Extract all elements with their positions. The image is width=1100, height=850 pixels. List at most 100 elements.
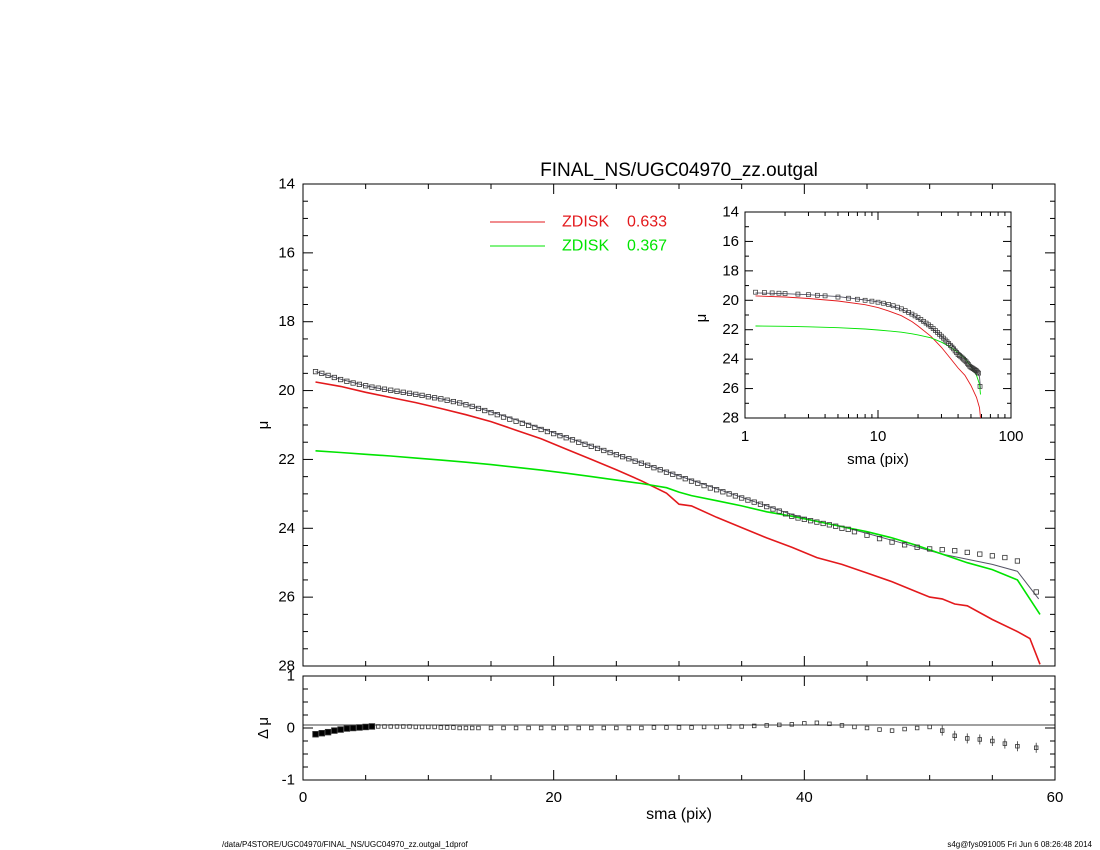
main-data-point [419,392,425,398]
main-data-points [312,369,1039,595]
main-data-point [331,374,337,381]
main-data-point [814,519,820,525]
main-data-point [989,553,995,559]
main-data-point [902,542,908,548]
main-data-point [438,396,444,402]
main-data-point [526,422,532,428]
main-data-point [695,480,701,486]
main-data-point [494,412,500,418]
main-data-point [406,390,413,396]
main-y-tick-label: 18 [278,313,295,330]
inset-panel: 14 16 18 20 22 24 26 28 1 10 100 μ sma (pix) [693,204,1024,469]
residual-data-point [651,725,657,730]
residual-y-axis-label: Δ μ [255,717,272,739]
main-data-point [356,381,363,387]
residual-data-point [469,725,475,731]
residual-data-point [388,724,393,729]
main-data-point [714,487,720,493]
main-data-point [538,426,544,433]
main-y-tick-label: 20 [278,382,295,399]
residual-data-point [1015,744,1020,749]
main-data-point [839,525,845,531]
residual-data-point [752,723,757,729]
main-y-axis-label: μ [255,421,272,430]
residual-data-point [551,725,556,731]
inset-y-axis-label: μ [693,314,710,323]
main-data-point [927,546,933,552]
residual-data-point [639,725,644,731]
footer-path: /data/P4STORE/UGC04970/FINAL_NS/UGC04970… [222,840,468,849]
main-data-point [670,471,676,477]
residual-data-point [877,727,882,732]
residual-data-point [977,737,982,742]
main-data-point [431,395,438,401]
residual-data-point [426,724,431,730]
inset-x-tick-label: 10 [870,428,887,445]
main-data-point [782,511,789,517]
inset-data-point [822,293,828,299]
main-y-tick-labels: 14 16 18 20 22 24 26 28 [278,176,295,675]
main-data-point [557,433,563,439]
main-data-point [651,465,657,471]
residual-data-point [714,724,719,730]
residual-data-point [501,725,506,731]
main-data-point [845,526,851,532]
main-data-point [1033,589,1039,595]
inset-data-point [966,362,971,368]
x-tick-label: 60 [1047,789,1064,806]
main-data-point [757,501,764,507]
inset-data-point [862,297,868,303]
main-data-point [820,520,826,527]
residual-data-point [526,725,531,731]
main-data-point [632,458,638,464]
main-data-point [1002,554,1008,561]
residual-data-point [664,725,669,730]
main-data-point [582,441,588,447]
main-y-tick-label: 14 [278,176,295,193]
inset-data-point [806,292,811,298]
inset-data-point [958,354,964,360]
main-data-point [663,469,670,475]
inset-y-tick-label: 20 [722,292,739,309]
main-data-point [776,508,782,514]
inset-x-tick-label: 1 [741,428,749,445]
main-y-tick-label: 16 [278,244,295,261]
main-data-point [588,443,594,449]
residual-data-point [407,724,412,729]
main-data-point [657,467,663,473]
main-data-point [312,369,319,375]
inset-data-point [835,294,841,300]
main-data-point [519,420,525,426]
main-data-point [682,476,688,482]
inset-data-point [762,290,767,295]
residual-data-point [739,724,744,729]
inset-data-point [769,290,775,296]
footer-stamp: s4g@fys091005 Fri Jun 6 08:26:48 2014 [947,840,1092,849]
main-data-point [475,405,482,412]
main-data-point [450,398,457,405]
main-data-point [576,439,582,445]
legend-value-green: 0.367 [627,238,667,255]
residual-data-point [676,725,682,730]
main-data-point [977,551,983,557]
main-data-point [507,416,513,422]
inset-plot-frame [744,211,1012,419]
inset-data-point [976,370,981,376]
main-data-point [569,437,576,443]
residual-data-point [331,727,338,734]
inset-data-point [962,357,968,363]
residual-data-point [1034,745,1039,750]
main-data-point [732,493,739,499]
main-data-point [808,518,814,524]
main-data-point [463,402,469,408]
main-data-point [789,513,795,519]
main-title: FINAL_NS/UGC04970_zz.outgal [540,160,818,181]
main-ticks [302,183,1056,667]
residual-data-point [356,724,363,731]
x-tick-label: 40 [796,789,813,806]
residual-panel: 10-1 0 20 40 60 Δ μ sma (pix) [255,668,1063,824]
inset-data-point [815,292,820,298]
residual-data-point [814,720,820,725]
residual-y-tick-label: 0 [287,720,295,737]
main-data-point [469,403,475,410]
